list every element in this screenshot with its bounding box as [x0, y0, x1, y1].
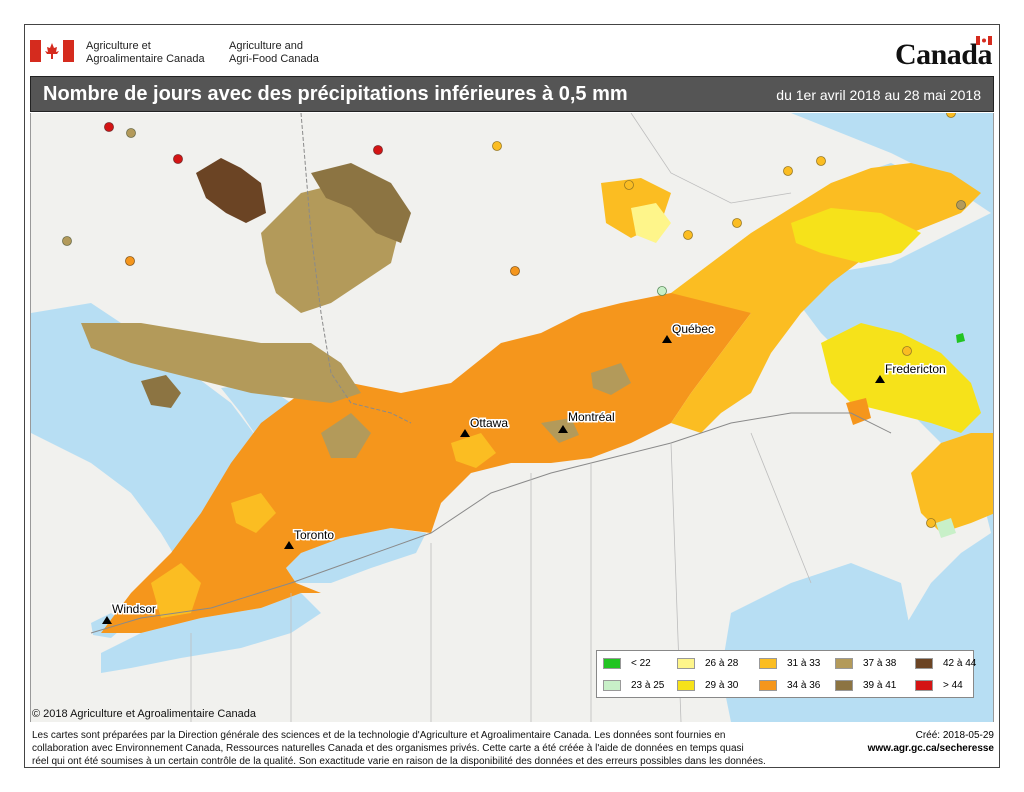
legend-swatch — [915, 680, 933, 691]
legend-swatch — [677, 680, 695, 691]
canada-wordmark: Canada — [895, 36, 993, 72]
ottawa-marker-icon — [460, 429, 470, 437]
legend-swatch — [835, 680, 853, 691]
city-label-fredericton: Fredericton — [885, 362, 946, 376]
toronto-marker-icon — [284, 541, 294, 549]
map-area: Québec Fredericton Ottawa Montréal Toron… — [30, 113, 994, 722]
legend-swatch — [759, 680, 777, 691]
legend-swatch — [759, 658, 777, 669]
created-date: Créé: 2018-05-29 — [915, 730, 994, 741]
lake-erie — [101, 593, 321, 673]
city-label-montreal: Montréal — [568, 410, 615, 424]
zone-37-38-ottawa-patches — [321, 363, 631, 458]
city-label-quebec: Québec — [672, 322, 714, 336]
zone-39-41-bruce-peninsula — [141, 375, 181, 408]
department-name-fr: Agriculture et Agroalimentaire Canada — [86, 40, 205, 66]
city-label-toronto: Toronto — [294, 528, 334, 542]
created-block: Créé: 2018-05-29 www.agr.gc.ca/secheress… — [868, 729, 994, 755]
copyright: © 2018 Agriculture et Agroalimentaire Ca… — [32, 708, 256, 720]
map-canvas: Québec Fredericton Ottawa Montréal Toron… — [31, 113, 993, 722]
zone-26-28-north-shore — [631, 203, 671, 243]
zone-31-33-ontario-patches — [151, 433, 496, 618]
legend-swatch — [677, 658, 695, 669]
us-state-lines — [190, 432, 812, 722]
windsor-marker-icon — [102, 616, 112, 624]
weather-stations — [62, 113, 966, 528]
footer-line1: Les cartes sont préparées par la Directi… — [32, 730, 726, 741]
map-title: Nombre de jours avec des précipitations … — [43, 83, 628, 105]
department-fr-line1: Agriculture et — [86, 40, 151, 52]
department-fr-line2: Agroalimentaire Canada — [86, 53, 205, 65]
legend-label: 37 à 38 — [863, 658, 897, 669]
department-en-line1: Agriculture and — [229, 40, 303, 52]
legend-label: 34 à 36 — [787, 680, 821, 691]
header: Agriculture et Agroalimentaire Canada Ag… — [30, 36, 994, 74]
ontario-quebec-boundary — [300, 113, 412, 424]
legend-swatch — [603, 658, 621, 669]
zone-37-38-north-ontario — [81, 323, 361, 403]
legend-label: 29 à 30 — [705, 680, 739, 691]
legend-swatch — [915, 658, 933, 669]
gulf-of-st-lawrence-water — [791, 113, 993, 722]
legend-label: 31 à 33 — [787, 658, 821, 669]
footer-line2: collaboration avec Environnement Canada,… — [32, 743, 744, 754]
canada-flag-icon — [30, 40, 74, 62]
legend-label: 23 à 25 — [631, 680, 665, 691]
legend-label: 26 à 28 — [705, 658, 739, 669]
footer-line3: réel qui ont été soumises à un certain c… — [32, 756, 766, 767]
city-label-windsor: Windsor — [112, 602, 156, 616]
mini-flag-icon — [976, 36, 992, 45]
zone-34-36-southern-ontario — [101, 283, 751, 633]
city-label-ottawa: Ottawa — [470, 416, 508, 430]
map-period: du 1er avril 2018 au 28 mai 2018 — [776, 87, 981, 103]
legend-label: < 22 — [631, 658, 651, 669]
lake-ontario — [286, 528, 426, 583]
legend: < 22 23 à 25 26 à 28 29 à 30 31 à 33 34 à 36 3… — [596, 650, 977, 698]
zone-39-41-abitibi — [311, 163, 411, 243]
department-en-line2: Agri-Food Canada — [229, 53, 319, 65]
zone-less-than-22-pei — [956, 333, 965, 343]
zone-29-30-gaspe — [791, 208, 921, 263]
footer-notes: Les cartes sont préparées par la Directi… — [32, 729, 812, 768]
quebec-labrador-boundary — [630, 113, 792, 204]
legend-swatch — [835, 658, 853, 669]
fredericton-marker-icon — [875, 375, 885, 383]
zone-42-44-james-bay — [196, 158, 266, 223]
title-bar: Nombre de jours avec des précipitations … — [30, 76, 994, 112]
department-name-en: Agriculture and Agri-Food Canada — [229, 40, 319, 66]
quebec-marker-icon — [662, 335, 672, 343]
montreal-marker-icon — [558, 425, 568, 433]
us-canada-boundary — [90, 412, 892, 634]
zone-34-36-nb-south — [846, 398, 871, 425]
legend-label: > 44 — [943, 680, 963, 691]
zone-31-33-nova-scotia — [911, 433, 993, 533]
zone-23-25-nova-scotia-patch — [936, 518, 956, 538]
legend-label: 42 à 44 — [943, 658, 977, 669]
city-markers: Québec Fredericton Ottawa Montréal Toron… — [102, 321, 947, 624]
website-link[interactable]: www.agr.gc.ca/secheresse — [867, 743, 994, 754]
legend-label: 39 à 41 — [863, 680, 897, 691]
legend-swatch — [603, 680, 621, 691]
